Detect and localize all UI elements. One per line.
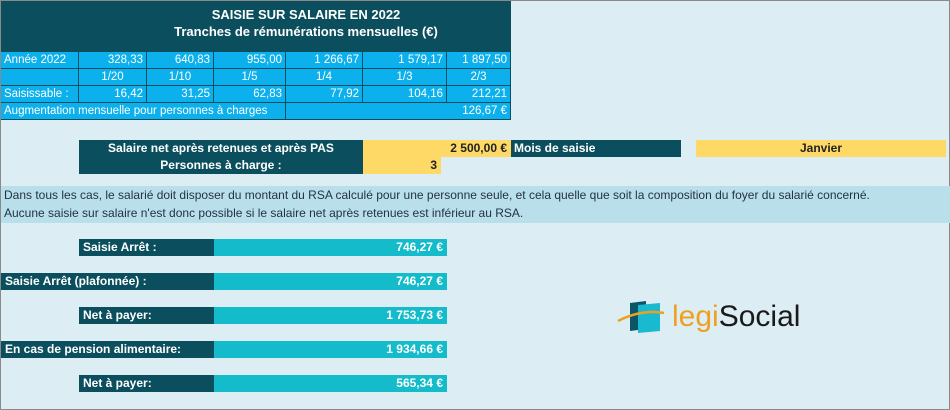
fraction-cell[interactable]: 1/3 bbox=[363, 69, 447, 86]
fraction-cell[interactable]: 2/3 bbox=[447, 69, 511, 86]
fraction-cell[interactable]: 1/10 bbox=[147, 69, 214, 86]
result-value[interactable]: 565,34 € bbox=[214, 375, 447, 392]
seizable-cell[interactable]: 62,83 bbox=[214, 86, 286, 103]
fraction-cell[interactable]: 1/4 bbox=[286, 69, 363, 86]
dependents-label: Personnes à charge : bbox=[79, 157, 363, 174]
result-label: Net à payer: bbox=[79, 307, 214, 324]
info-line: Aucune saisie sur salaire n'est donc pos… bbox=[4, 206, 524, 220]
increase-label[interactable]: Augmentation mensuelle pour personnes à … bbox=[1, 103, 286, 120]
logo-text-legi: legi bbox=[672, 300, 719, 333]
bracket-cell[interactable]: 1 897,50 bbox=[447, 52, 511, 69]
sheet-header: SAISIE SUR SALAIRE EN 2022 Tranches de r… bbox=[1, 1, 511, 52]
dependents-input[interactable]: 3 bbox=[363, 157, 441, 174]
result-value[interactable]: 746,27 € bbox=[214, 273, 447, 290]
table-row: 1/20 1/10 1/5 1/4 1/3 2/3 bbox=[1, 69, 511, 86]
brackets-table: Année 2022 328,33 640,83 955,00 1 266,67… bbox=[1, 52, 511, 120]
logo-icon bbox=[617, 301, 665, 333]
salary-input[interactable]: 2 500,00 € bbox=[363, 140, 511, 157]
bracket-cell[interactable]: 1 266,67 bbox=[286, 52, 363, 69]
salary-label: Salaire net après retenues et après PAS bbox=[79, 140, 363, 157]
month-select[interactable]: Janvier bbox=[696, 140, 946, 157]
result-value[interactable]: 746,27 € bbox=[214, 239, 447, 256]
fraction-cell[interactable]: 1/5 bbox=[214, 69, 286, 86]
bracket-cell[interactable]: 955,00 bbox=[214, 52, 286, 69]
logo-text-social: Social bbox=[718, 300, 801, 333]
seizable-cell[interactable]: 31,25 bbox=[147, 86, 214, 103]
info-line: Dans tous les cas, le salarié doit dispo… bbox=[4, 188, 870, 202]
result-value[interactable]: 1 934,66 € bbox=[214, 341, 447, 358]
result-value[interactable]: 1 753,73 € bbox=[214, 307, 447, 324]
table-row: Année 2022 328,33 640,83 955,00 1 266,67… bbox=[1, 52, 511, 69]
result-label: Saisie Arrêt : bbox=[79, 239, 214, 256]
table-row: Saisissable : 16,42 31,25 62,83 77,92 10… bbox=[1, 86, 511, 103]
result-label: Saisie Arrêt (plafonnée) : bbox=[1, 273, 214, 290]
seizable-label[interactable]: Saisissable : bbox=[1, 86, 79, 103]
seizable-cell[interactable]: 104,16 bbox=[363, 86, 447, 103]
legisocial-logo: legi Social bbox=[616, 299, 800, 335]
fraction-cell[interactable]: 1/20 bbox=[79, 69, 147, 86]
seizable-cell[interactable]: 212,21 bbox=[447, 86, 511, 103]
result-label: Net à payer: bbox=[79, 375, 214, 392]
table-row: Augmentation mensuelle pour personnes à … bbox=[1, 103, 511, 120]
bracket-cell[interactable]: 640,83 bbox=[147, 52, 214, 69]
increase-value[interactable]: 126,67 € bbox=[286, 103, 511, 120]
year-label[interactable]: Année 2022 bbox=[1, 52, 79, 69]
seizable-cell[interactable]: 16,42 bbox=[79, 86, 147, 103]
sheet-subtitle: Tranches de rémunérations mensuelles (€) bbox=[174, 24, 438, 39]
bracket-cell[interactable]: 1 579,17 bbox=[363, 52, 447, 69]
sheet-title: SAISIE SUR SALAIRE EN 2022 bbox=[211, 7, 401, 22]
result-label: En cas de pension alimentaire: bbox=[1, 341, 214, 358]
month-label: Mois de saisie bbox=[511, 140, 681, 157]
bracket-cell[interactable]: 328,33 bbox=[79, 52, 147, 69]
seizable-cell[interactable]: 77,92 bbox=[286, 86, 363, 103]
info-note: Dans tous les cas, le salarié doit dispo… bbox=[1, 186, 950, 223]
empty-cell[interactable] bbox=[1, 69, 79, 86]
